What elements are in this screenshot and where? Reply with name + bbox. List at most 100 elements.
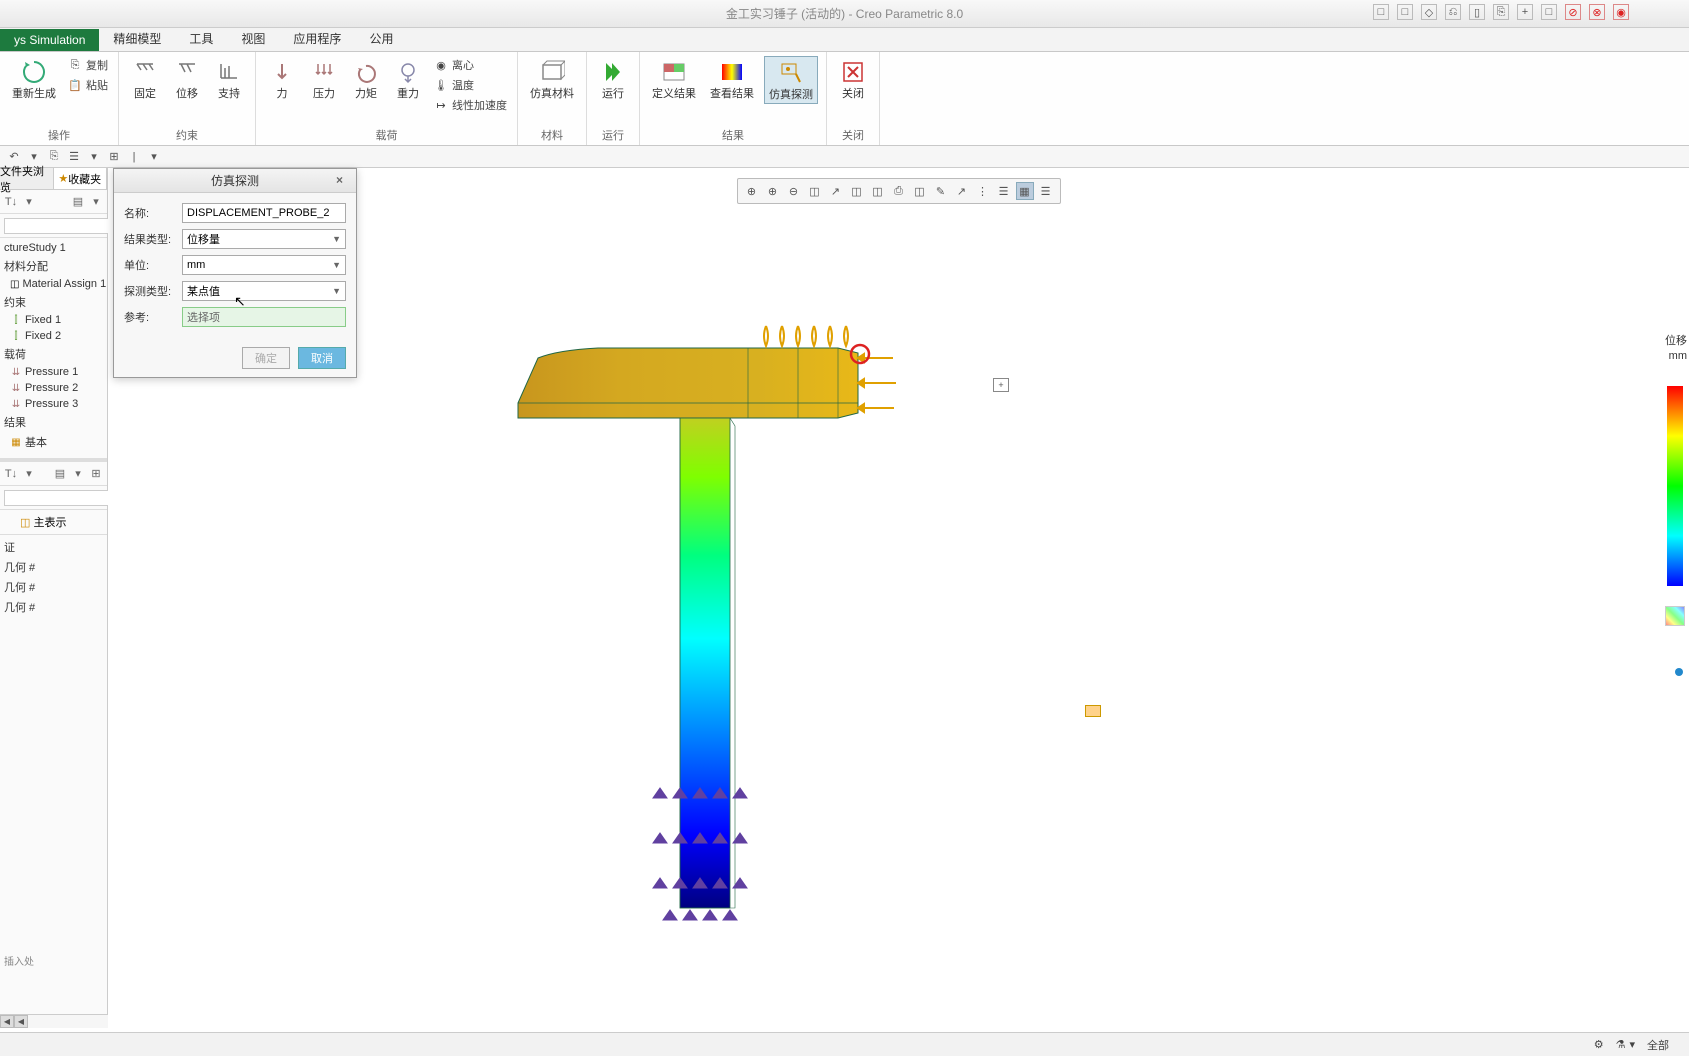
tab-apps[interactable]: 应用程序 (279, 26, 355, 51)
dialog-titlebar[interactable]: 仿真探测 × (114, 169, 356, 193)
lp-tool-icon[interactable]: ▤ (71, 195, 85, 209)
tree-node[interactable]: 几何 # (0, 557, 107, 577)
fixed-button[interactable]: 固定 (127, 56, 163, 102)
result-type-select[interactable]: 位移量▼ (182, 229, 346, 249)
define-results-button[interactable]: 定义结果 (648, 56, 700, 102)
view-results-button[interactable]: 查看结果 (706, 56, 758, 102)
lp-tool-dropdown[interactable]: ▾ (22, 195, 36, 209)
status-all[interactable]: 全部 (1647, 1037, 1669, 1053)
tab-refine-model[interactable]: 精细模型 (99, 26, 175, 51)
view-icon[interactable]: ⎙ (890, 182, 908, 200)
support-button[interactable]: 支持 (211, 56, 247, 102)
view-icon[interactable]: ↗ (953, 182, 971, 200)
lp-tool-dropdown[interactable]: ▾ (89, 195, 103, 209)
tab-tools[interactable]: 工具 (175, 26, 227, 51)
lp-tool-icon[interactable]: T↓ (4, 467, 18, 481)
view-icon[interactable]: ◫ (911, 182, 929, 200)
qat-icon[interactable]: ◇ (1421, 4, 1437, 20)
pressure-button[interactable]: 压力 (306, 56, 342, 102)
tree-node[interactable]: 证 (0, 537, 107, 557)
view-icon[interactable]: ⋮ (974, 182, 992, 200)
qat-icon[interactable]: □ (1373, 4, 1389, 20)
model-tag-2[interactable] (1085, 705, 1101, 717)
temperature-button[interactable]: 🌡温度 (432, 76, 509, 94)
status-item[interactable]: ⚙ (1594, 1038, 1604, 1051)
tab-simulation[interactable]: ys Simulation (0, 29, 99, 51)
ok-button[interactable]: 确定 (242, 347, 290, 369)
qat-icon[interactable]: ◉ (1613, 4, 1629, 20)
tree-node[interactable]: ⫿Fixed 2 (0, 328, 107, 344)
qat-icon[interactable]: ▯ (1469, 4, 1485, 20)
zoom-fit-icon[interactable]: ⊕ (743, 182, 761, 200)
qat-icon[interactable]: ⊘ (1565, 4, 1581, 20)
qat-icon[interactable]: + (1517, 4, 1533, 20)
qa-icon[interactable]: ⊞ (106, 149, 122, 165)
qa-dropdown-icon[interactable]: ▾ (146, 149, 162, 165)
tree-node[interactable]: 几何 # (0, 577, 107, 597)
paste-button[interactable]: 📋粘贴 (66, 76, 110, 94)
model-tag[interactable]: + (993, 378, 1009, 392)
tree-node[interactable]: ⇊Pressure 2 (0, 380, 107, 396)
tree-node[interactable]: 材料分配 (0, 256, 107, 276)
sub-tab[interactable]: ◫ 主表示 (0, 510, 107, 535)
qat-icon[interactable]: ⎌ (1445, 4, 1461, 20)
tab-folder-browser[interactable]: 文件夹浏览 (0, 168, 54, 189)
view-icon[interactable]: ▦ (1016, 182, 1034, 200)
tree-node[interactable]: ◫Material Assign 1 (0, 276, 107, 292)
tree-node[interactable]: ⇊Pressure 1 (0, 364, 107, 380)
tree-node[interactable]: 约束 (0, 292, 107, 312)
gravity-button[interactable]: 重力 (390, 56, 426, 102)
copy-button[interactable]: ⎘复制 (66, 56, 110, 74)
view-icon[interactable]: ↗ (827, 182, 845, 200)
tree-node[interactable]: 几何 # (0, 597, 107, 617)
force-button[interactable]: 力 (264, 56, 300, 102)
regenerate-button[interactable]: 重新生成 (8, 56, 60, 102)
qat-icon[interactable]: ⎘ (1493, 4, 1509, 20)
run-button[interactable]: 运行 (595, 56, 631, 102)
view-icon[interactable]: ◫ (869, 182, 887, 200)
tab-view[interactable]: 视图 (227, 26, 279, 51)
lp-tool-icon[interactable]: ▤ (53, 467, 67, 481)
qa-dropdown-icon[interactable]: ▾ (86, 149, 102, 165)
qat-icon[interactable]: ⊗ (1589, 4, 1605, 20)
scroll-left-icon[interactable]: ◀ (14, 1015, 28, 1028)
lp-tool-icon[interactable]: ⊞ (89, 467, 103, 481)
cancel-button[interactable]: 取消 (298, 347, 346, 369)
dialog-close-icon[interactable]: × (336, 173, 350, 187)
view-icon[interactable]: ◫ (806, 182, 824, 200)
lp-tool-dropdown[interactable]: ▾ (71, 467, 85, 481)
view-icon[interactable]: ☰ (995, 182, 1013, 200)
qa-icon[interactable]: ☰ (66, 149, 82, 165)
lp-tool-dropdown[interactable]: ▾ (22, 467, 36, 481)
sim-material-button[interactable]: 仿真材料 (526, 56, 578, 102)
reference-picker[interactable]: 选择项 (182, 307, 346, 327)
qat-icon[interactable]: □ (1397, 4, 1413, 20)
view-icon[interactable]: ☰ (1037, 182, 1055, 200)
tree-node[interactable]: ▦基本 (0, 432, 107, 452)
view-icon[interactable]: ◫ (848, 182, 866, 200)
name-input[interactable] (182, 203, 346, 223)
probe-type-select[interactable]: 某点值▼ (182, 281, 346, 301)
scroll-left-icon[interactable]: ◀ (0, 1015, 14, 1028)
zoom-in-icon[interactable]: ⊕ (764, 182, 782, 200)
tab-common[interactable]: 公用 (355, 26, 407, 51)
tree-node[interactable]: ⇊Pressure 3 (0, 396, 107, 412)
unit-select[interactable]: mm▼ (182, 255, 346, 275)
close-button[interactable]: 关闭 (835, 56, 871, 102)
tree-node[interactable]: 载荷 (0, 344, 107, 364)
lp-tool-icon[interactable]: T↓ (4, 195, 18, 209)
sim-probe-button[interactable]: 仿真探测 (764, 56, 818, 104)
qat-icon[interactable]: □ (1541, 4, 1557, 20)
zoom-out-icon[interactable]: ⊖ (785, 182, 803, 200)
legend-settings-button[interactable] (1665, 606, 1685, 626)
displacement-button[interactable]: 位移 (169, 56, 205, 102)
view-icon[interactable]: ✎ (932, 182, 950, 200)
moment-button[interactable]: 力矩 (348, 56, 384, 102)
tree-node[interactable]: 结果 (0, 412, 107, 432)
tree-node[interactable]: ctureStudy 1 (0, 240, 107, 256)
tab-favorites[interactable]: ★收藏夹 (54, 168, 108, 189)
centrifugal-button[interactable]: ◉离心 (432, 56, 509, 74)
status-item[interactable]: ⚗▾ (1616, 1038, 1635, 1051)
tree-node[interactable]: ⫿Fixed 1 (0, 312, 107, 328)
linear-accel-button[interactable]: ↦线性加速度 (432, 96, 509, 114)
